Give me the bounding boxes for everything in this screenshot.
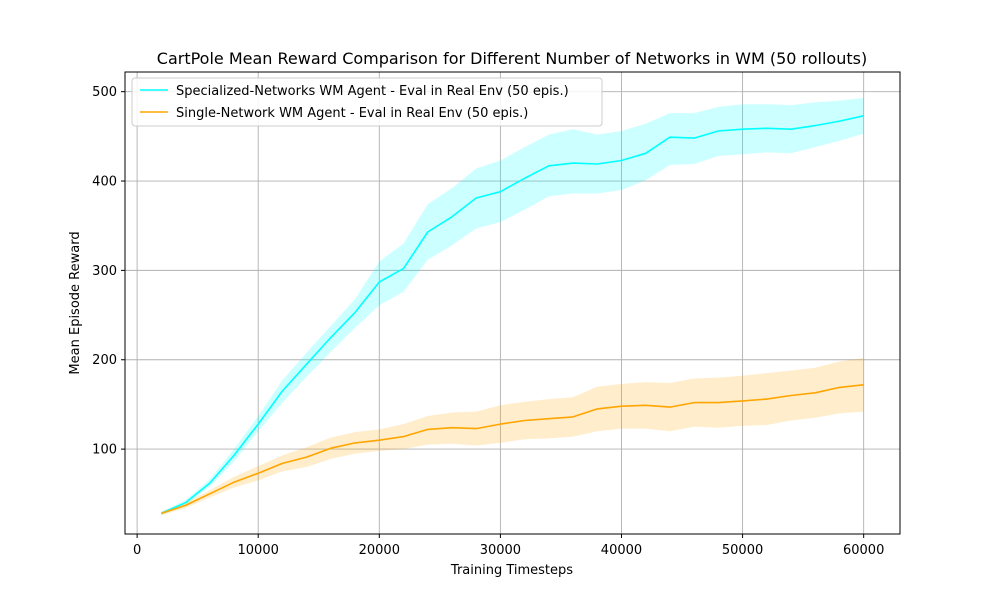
legend-box xyxy=(131,77,603,127)
grid xyxy=(125,72,900,534)
x-axis-ticks: 0 10000 20000 30000 40000 50000 60000 xyxy=(133,534,884,558)
series-line-1 xyxy=(161,384,864,515)
x-tick-label: 10000 xyxy=(238,543,279,558)
y-tick-label: 400 xyxy=(92,175,117,190)
y-axis-ticks: 100 200 300 400 500 xyxy=(92,85,125,458)
x-tick-label: 40000 xyxy=(601,543,642,558)
y-tick-label: 300 xyxy=(92,264,117,279)
legend-label-1: Single-Network WM Agent - Eval in Real E… xyxy=(176,106,528,121)
x-tick-label: 60000 xyxy=(843,543,884,558)
y-tick-label: 100 xyxy=(92,443,117,458)
confidence-band-1 xyxy=(161,358,864,516)
series-line-0 xyxy=(160,115,864,515)
chart-title: CartPole Mean Reward Comparison for Diff… xyxy=(157,49,867,68)
confidence-band-0 xyxy=(161,97,864,516)
x-tick-label: 0 xyxy=(133,543,141,558)
x-axis-label: Training Timesteps xyxy=(450,563,573,578)
plot-frame xyxy=(124,71,901,535)
legend: Specialized-Networks WM Agent - Eval in … xyxy=(131,77,603,127)
x-tick-label: 50000 xyxy=(722,543,763,558)
legend-label-0: Specialized-Networks WM Agent - Eval in … xyxy=(176,84,569,99)
confidence-bands xyxy=(161,97,864,516)
y-tick-label: 500 xyxy=(92,85,117,100)
x-tick-label: 20000 xyxy=(359,543,400,558)
y-tick-label: 200 xyxy=(92,353,117,368)
series-lines xyxy=(160,115,864,515)
x-tick-label: 30000 xyxy=(480,543,521,558)
y-axis-label: Mean Episode Reward xyxy=(68,231,83,374)
